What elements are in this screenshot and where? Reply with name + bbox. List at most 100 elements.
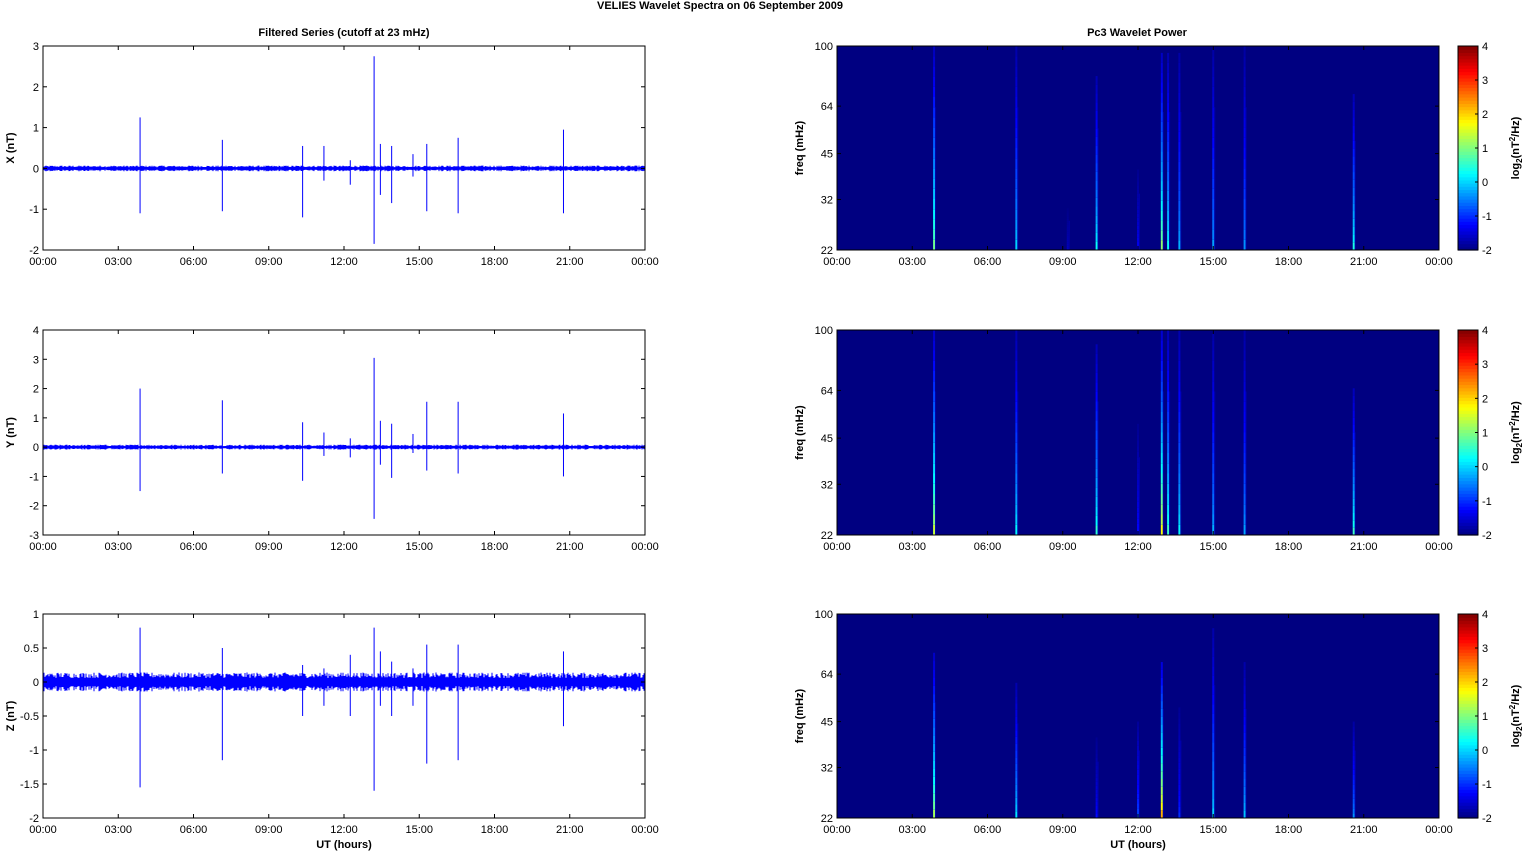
x-tick-label: 21:00: [556, 256, 584, 268]
colorbar-swatch: [1458, 735, 1478, 739]
colorbar-tick-label: -2: [1482, 530, 1492, 542]
x-tick-label: 18:00: [1275, 824, 1303, 836]
colorbar-swatch: [1458, 230, 1478, 235]
colorbar-swatch: [1458, 814, 1478, 819]
y-tick-label: 22: [821, 245, 833, 257]
colorbar: -2 -1 0 1 2 3 4 log2(nT2/Hz): [1457, 325, 1524, 542]
y-tick-label: 4: [33, 325, 39, 337]
colorbar-swatch: [1458, 349, 1478, 354]
x-tick-label: 15:00: [405, 541, 433, 553]
colorbar-swatch: [1458, 384, 1478, 389]
colorbar-swatch: [1458, 141, 1478, 146]
colorbar-swatch: [1458, 112, 1478, 117]
timeseries-panel: -2 -1 0 1 2 3 X (nT) 00:00 03:00 06:00 09:00 12:00 1…: [5, 41, 659, 268]
colorbar-swatch: [1458, 183, 1478, 187]
x-tick-label: 06:00: [180, 541, 208, 553]
colorbar-swatch: [1458, 218, 1478, 222]
colorbar-swatch: [1458, 712, 1478, 717]
colorbar-swatch: [1458, 474, 1478, 478]
x-tick-label: 12:00: [1124, 824, 1152, 836]
y-tick-label: 64: [821, 669, 833, 681]
y-tick-label: 100: [815, 325, 833, 337]
colorbar-swatch: [1458, 90, 1478, 95]
x-tick-label: 00:00: [823, 256, 851, 268]
colorbar-swatch: [1458, 74, 1478, 79]
colorbar-swatch: [1458, 84, 1478, 89]
colorbar-swatch: [1458, 668, 1478, 672]
colorbar-swatch: [1458, 397, 1478, 402]
colorbar-swatch: [1458, 808, 1478, 813]
colorbar-swatch: [1458, 400, 1478, 405]
x-tick-label: 00:00: [631, 824, 659, 836]
colorbar-swatch: [1458, 515, 1478, 520]
x-tick-label: 18:00: [481, 256, 509, 268]
colorbar-swatch: [1458, 163, 1478, 168]
colorbar-swatch: [1458, 192, 1478, 197]
colorbar-swatch: [1458, 716, 1478, 720]
colorbar-tick-label: -2: [1482, 813, 1492, 825]
colorbar-swatch: [1458, 486, 1478, 491]
colorbar-swatch: [1458, 454, 1478, 459]
colorbar-swatch: [1458, 87, 1478, 92]
x-tick-label: 21:00: [1350, 256, 1378, 268]
figure-title: VELIES Wavelet Spectra on 06 September 2…: [597, 0, 843, 12]
colorbar-swatch: [1458, 160, 1478, 165]
colorbar-swatch: [1458, 125, 1478, 130]
colorbar-swatch: [1458, 467, 1478, 472]
colorbar-swatch: [1458, 49, 1478, 53]
colorbar-swatch: [1458, 461, 1478, 466]
x-tick-label: 00:00: [631, 541, 659, 553]
colorbar-swatch: [1458, 470, 1478, 475]
colorbar-swatch: [1458, 135, 1478, 140]
y-tick-label: -2: [29, 245, 39, 257]
colorbar-swatch: [1458, 728, 1478, 733]
y-tick-label: -2: [29, 501, 39, 513]
plot-area: [43, 46, 645, 250]
colorbar-swatch: [1458, 103, 1478, 108]
colorbar-swatch: [1458, 157, 1478, 162]
colorbar-swatch: [1458, 151, 1478, 155]
x-tick-label: 00:00: [1425, 256, 1453, 268]
colorbar-tick-label: 2: [1482, 677, 1488, 689]
colorbar-swatch: [1458, 224, 1478, 229]
colorbar-swatch: [1458, 477, 1478, 482]
colorbar-swatch: [1458, 525, 1478, 530]
colorbar-swatch: [1458, 144, 1478, 149]
colorbar-tick-label: 0: [1482, 177, 1488, 189]
colorbar-swatch: [1458, 410, 1478, 414]
colorbar-swatch: [1458, 116, 1478, 120]
colorbar-swatch: [1458, 674, 1478, 679]
x-tick-label: 06:00: [180, 256, 208, 268]
colorbar-swatch: [1458, 760, 1478, 765]
colorbar-tick-label: 2: [1482, 393, 1488, 405]
x-tick-label: 09:00: [255, 256, 283, 268]
colorbar-swatch: [1458, 703, 1478, 708]
colorbar-swatch: [1458, 757, 1478, 762]
y-tick-label: 3: [33, 41, 39, 53]
y-tick-label: 32: [821, 195, 833, 207]
colorbar-swatch: [1458, 690, 1478, 695]
x-tick-label: 06:00: [974, 541, 1002, 553]
colorbar-swatch: [1458, 205, 1478, 210]
colorbar-swatch: [1458, 189, 1478, 194]
colorbar-swatch: [1458, 170, 1478, 175]
colorbar-swatch: [1458, 435, 1478, 440]
colorbar: -2 -1 0 1 2 3 4 log2(nT2/Hz): [1457, 41, 1524, 257]
x-tick-label: 00:00: [823, 541, 851, 553]
colorbar-swatch: [1458, 61, 1478, 66]
colorbar-swatch: [1458, 773, 1478, 778]
colorbar-swatch: [1458, 390, 1478, 395]
y-tick-label: 100: [815, 41, 833, 53]
y-axis-label: X (nT): [5, 132, 17, 163]
colorbar-swatch: [1458, 811, 1478, 816]
colorbar-swatch: [1458, 52, 1478, 57]
colorbar-swatch: [1458, 687, 1478, 692]
colorbar-swatch: [1458, 106, 1478, 111]
colorbar-swatch: [1458, 531, 1478, 536]
timeseries-panel: -2 -1.5 -1 -0.5 0 0.5 1 Z (nT) 00:00 03:00 06:00 09…: [5, 609, 659, 851]
x-tick-label: 18:00: [1275, 256, 1303, 268]
colorbar-swatch: [1458, 429, 1478, 434]
colorbar-swatch: [1458, 355, 1478, 360]
colorbar-label: log2(nT2/Hz): [1508, 401, 1524, 464]
colorbar-swatch: [1458, 786, 1478, 790]
